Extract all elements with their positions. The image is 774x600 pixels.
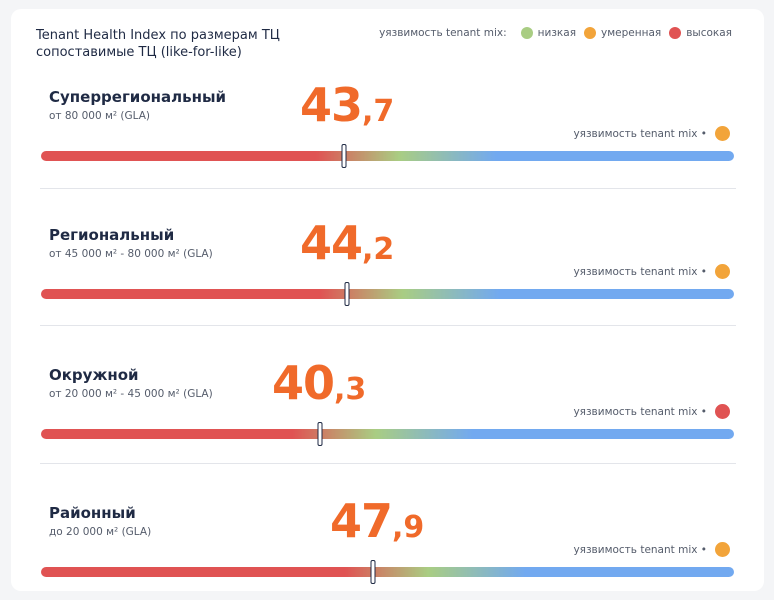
index-marker — [370, 560, 376, 584]
vulnerability-dot — [715, 542, 730, 557]
vulnerability-label: уязвимость tenant mix • — [573, 127, 707, 140]
legend-dot-high — [669, 27, 682, 39]
chart-title-line-2: сопоставимые ТЦ (like-for-like) — [36, 45, 242, 60]
legend-label-low: низкая — [537, 27, 577, 39]
divider — [40, 188, 736, 189]
index-bar — [41, 560, 734, 584]
legend-dot-low — [520, 27, 533, 39]
section-subtitle: от 20 000 м² - 45 000 м² (GLA) — [49, 388, 213, 400]
index-marker — [317, 422, 323, 446]
score-dec: 9 — [403, 510, 425, 545]
index-bar — [41, 144, 734, 168]
score-int: 43 — [300, 78, 363, 132]
legend-item-moderate: умеренная — [584, 27, 661, 39]
vulnerability-dot — [715, 404, 730, 419]
vulnerability-dot — [715, 264, 730, 279]
section-subtitle: от 80 000 м² (GLA) — [49, 110, 151, 122]
vulnerability-dot — [715, 126, 730, 141]
score-value: 40,3 — [272, 356, 366, 410]
score-sep: , — [362, 94, 374, 129]
section-name: Региональный — [49, 226, 175, 244]
section-name: Суперрегиональный — [49, 88, 227, 106]
score-value: 47,9 — [330, 494, 424, 548]
vulnerability-label: уязвимость tenant mix • — [573, 265, 707, 278]
score-value: 44,2 — [300, 216, 394, 270]
index-bar — [41, 422, 734, 446]
score-sep: , — [392, 510, 404, 545]
vulnerability-indicator: уязвимость tenant mix • — [573, 126, 730, 141]
index-marker — [341, 144, 347, 168]
index-marker — [344, 282, 350, 306]
legend: уязвимость tenant mix: низкая умеренная … — [379, 27, 732, 39]
section-subtitle: от 45 000 м² - 80 000 м² (GLA) — [49, 248, 213, 260]
score-dec: 7 — [373, 94, 395, 129]
legend-label-moderate: умеренная — [601, 27, 662, 39]
chart-card — [11, 9, 764, 591]
score-dec: 2 — [373, 232, 395, 267]
divider — [40, 463, 736, 464]
score-int: 44 — [300, 216, 363, 270]
section-name: Окружной — [49, 366, 139, 384]
section-subtitle: до 20 000 м² (GLA) — [49, 526, 152, 538]
legend-dot-moderate — [584, 27, 597, 39]
vulnerability-indicator: уязвимость tenant mix • — [573, 404, 730, 419]
chart-title: Tenant Health Index по размерам ТЦ сопос… — [36, 27, 336, 61]
divider — [40, 325, 736, 326]
section-name: Районный — [49, 504, 136, 522]
legend-item-low: низкая — [520, 27, 577, 39]
vulnerability-indicator: уязвимость tenant mix • — [573, 264, 730, 279]
score-dec: 3 — [345, 372, 367, 407]
legend-item-high: высокая — [669, 27, 732, 39]
legend-label-high: высокая — [686, 27, 732, 39]
legend-label: уязвимость tenant mix: — [379, 27, 507, 39]
score-sep: , — [334, 372, 346, 407]
vulnerability-label: уязвимость tenant mix • — [573, 405, 707, 418]
index-bar — [41, 282, 734, 306]
score-int: 40 — [272, 356, 335, 410]
score-sep: , — [362, 232, 374, 267]
chart-title-line-1: Tenant Health Index по размерам ТЦ — [36, 28, 280, 43]
vulnerability-indicator: уязвимость tenant mix • — [573, 542, 730, 557]
score-value: 43,7 — [300, 78, 394, 132]
score-int: 47 — [330, 494, 393, 548]
vulnerability-label: уязвимость tenant mix • — [573, 543, 707, 556]
